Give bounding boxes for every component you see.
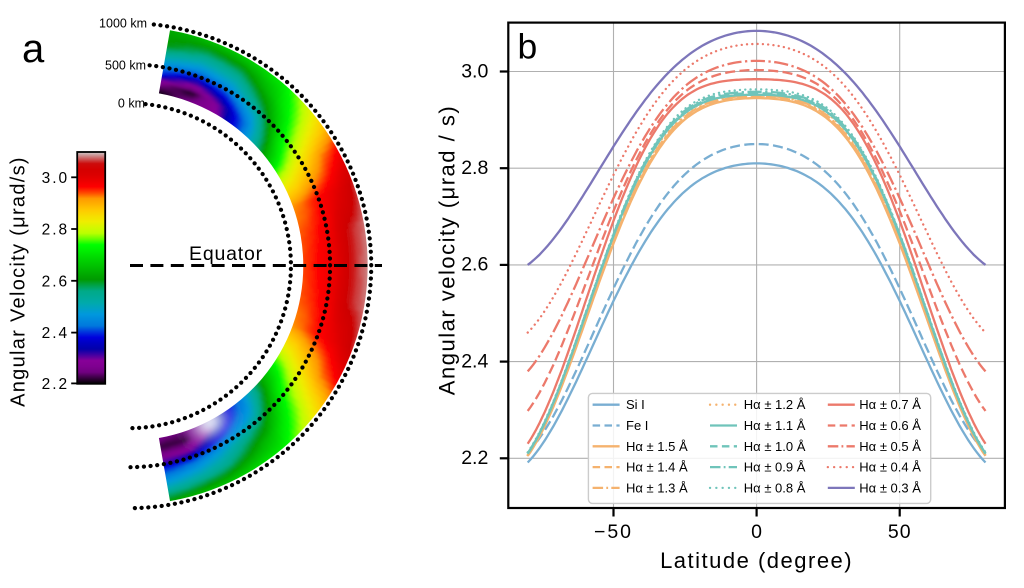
svg-text:2.2: 2.2 xyxy=(42,376,70,393)
svg-text:Hα ± 0.7 Å: Hα ± 0.7 Å xyxy=(859,397,921,412)
svg-text:−50: −50 xyxy=(594,521,633,543)
svg-text:Hα ± 0.3 Å: Hα ± 0.3 Å xyxy=(859,480,921,495)
svg-text:Si I: Si I xyxy=(626,397,645,412)
svg-text:2.4: 2.4 xyxy=(42,325,70,342)
svg-text:Hα ± 1.1 Å: Hα ± 1.1 Å xyxy=(744,418,806,433)
svg-text:0: 0 xyxy=(751,521,762,543)
svg-text:Angular Velocity (μrad/s): Angular Velocity (μrad/s) xyxy=(8,156,30,407)
svg-text:Hα ± 1.5 Å: Hα ± 1.5 Å xyxy=(626,439,688,454)
svg-text:2.6: 2.6 xyxy=(42,273,70,290)
svg-text:3.0: 3.0 xyxy=(42,170,70,187)
svg-text:Hα ± 1.0 Å: Hα ± 1.0 Å xyxy=(744,439,806,454)
svg-text:Hα ± 0.5 Å: Hα ± 0.5 Å xyxy=(859,439,921,454)
svg-text:Equator: Equator xyxy=(189,243,263,265)
svg-text:Fe I: Fe I xyxy=(626,418,648,433)
svg-text:500 km: 500 km xyxy=(105,59,146,73)
svg-text:b: b xyxy=(518,27,538,67)
svg-text:1000 km: 1000 km xyxy=(99,17,147,31)
svg-text:2.2: 2.2 xyxy=(461,447,488,469)
svg-text:0 km: 0 km xyxy=(118,97,145,111)
svg-text:Latitude (degree): Latitude (degree) xyxy=(660,548,853,573)
svg-text:Hα ± 0.6 Å: Hα ± 0.6 Å xyxy=(859,418,921,433)
svg-text:Angular velocity (μrad / s): Angular velocity (μrad / s) xyxy=(435,105,460,395)
svg-text:Hα ± 1.3 Å: Hα ± 1.3 Å xyxy=(626,480,688,495)
svg-text:a: a xyxy=(22,27,45,71)
svg-text:2.6: 2.6 xyxy=(461,254,488,276)
svg-text:Hα ± 0.8 Å: Hα ± 0.8 Å xyxy=(744,480,806,495)
svg-text:Hα ± 1.2 Å: Hα ± 1.2 Å xyxy=(744,397,806,412)
svg-text:Hα ± 1.4 Å: Hα ± 1.4 Å xyxy=(626,460,688,475)
svg-text:2.4: 2.4 xyxy=(461,350,488,372)
svg-text:2.8: 2.8 xyxy=(461,157,488,179)
svg-text:Hα ± 0.9 Å: Hα ± 0.9 Å xyxy=(744,460,806,475)
svg-text:2.8: 2.8 xyxy=(42,222,70,239)
svg-text:Hα ± 0.4 Å: Hα ± 0.4 Å xyxy=(859,460,921,475)
svg-text:50: 50 xyxy=(888,521,912,543)
svg-text:3.0: 3.0 xyxy=(461,60,488,82)
